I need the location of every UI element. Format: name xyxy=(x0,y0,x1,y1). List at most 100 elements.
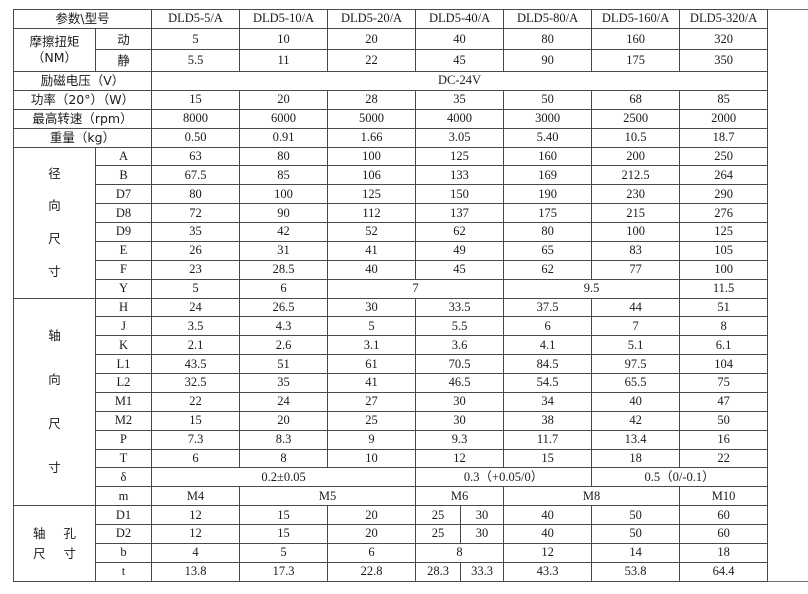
radial-D7-value-5: 190 xyxy=(503,184,593,205)
radial-D7-value-2: 100 xyxy=(239,184,329,205)
radial-F-value-5: 62 xyxy=(503,259,593,280)
axial-J-value-1: 3.5 xyxy=(150,316,241,337)
radial-B-value-2: 85 xyxy=(239,165,329,186)
bore-b-value-3: 6 xyxy=(327,542,417,563)
axial-M1-value-7: 47 xyxy=(679,391,769,412)
weight-value-4: 3.05 xyxy=(415,127,505,148)
torque-dynamic-value-6: 160 xyxy=(591,27,681,51)
table-body: 参数\型号 DLD5-5/A DLD5-10/A DLD5-20/A DLD5-40/A… xyxy=(13,9,808,583)
axial-K-value-2: 2.6 xyxy=(239,335,329,356)
bore-group-label-char-4: 寸 xyxy=(63,545,77,561)
axial-P-value-2: 8.3 xyxy=(239,429,329,450)
bore-b-value-1: 4 xyxy=(150,542,241,563)
bore-b-value-2: 5 xyxy=(239,542,329,563)
radial-D9-value-2: 42 xyxy=(239,222,329,242)
axial-L1-value-4: 70.5 xyxy=(415,354,505,374)
radial-A-value-6: 200 xyxy=(591,146,681,167)
torque-static-row: 静 5.5 11 22 45 90 175 350 xyxy=(14,49,808,72)
torque-label: 摩擦扭矩 （NM） xyxy=(13,27,96,73)
axial-label-T: T xyxy=(95,448,152,469)
bore-row-D2: D2 12 15 20 25 30 40 50 60 xyxy=(14,524,808,544)
bore-group-label-char-1: 轴 xyxy=(32,526,46,542)
radial-A-value-3: 100 xyxy=(327,146,417,167)
weight-value-6: 10.5 xyxy=(591,127,681,148)
bore-group-label-char-3: 尺 xyxy=(32,545,46,561)
torque-dynamic-value-3: 20 xyxy=(327,27,417,51)
radial-Y-value-2: 6 xyxy=(239,278,329,299)
radial-A-value-7: 250 xyxy=(679,146,769,167)
axial-row-K: K 2.1 2.6 3.1 3.6 4.1 5.1 6.1 xyxy=(14,335,808,356)
axial-row-delta: δ 0.2±0.05 0.3（+0.05/0） 0.5（0/-0.1） xyxy=(14,467,808,488)
radial-B-value-7: 264 xyxy=(679,165,769,186)
axial-m-value-3: M6 xyxy=(415,486,505,507)
axial-L2-value-3: 41 xyxy=(327,373,417,393)
bore-D1-value-5: 30 xyxy=(460,505,505,525)
bore-D1-value-7: 50 xyxy=(591,505,681,525)
radial-label-B: B xyxy=(95,165,152,186)
bore-D2-value-6: 40 xyxy=(503,524,593,544)
radial-label-Y: Y xyxy=(95,278,152,299)
bore-t-value-8: 64.4 xyxy=(679,561,769,583)
speed-row: 最高转速（rpm） 8000 6000 5000 4000 3000 2500 2000 xyxy=(13,108,808,129)
axial-L1-value-6: 97.5 xyxy=(591,354,681,374)
radial-D7-value-4: 150 xyxy=(415,184,505,205)
bore-b-value-4: 8 xyxy=(415,542,505,563)
radial-D9-value-6: 100 xyxy=(591,222,681,242)
axial-H-value-6: 44 xyxy=(591,297,681,318)
radial-D7-value-1: 80 xyxy=(150,184,241,205)
radial-Y-value-3: 7 xyxy=(327,278,505,299)
bore-D2-value-4: 25 xyxy=(415,524,462,544)
axial-group-label-char-4: 寸 xyxy=(48,460,61,475)
bore-t-value-3: 22.8 xyxy=(327,561,417,583)
torque-static-value-7: 350 xyxy=(679,49,769,72)
radial-E-value-4: 49 xyxy=(415,240,505,261)
torque-static-value-2: 11 xyxy=(239,49,329,72)
radial-Y-value-5: 11.5 xyxy=(679,278,769,299)
speed-value-2: 6000 xyxy=(239,108,329,129)
power-value-3: 28 xyxy=(327,89,417,110)
radial-A-value-4: 125 xyxy=(415,146,505,167)
radial-Y-value-1: 5 xyxy=(150,278,241,299)
axial-M2-value-2: 20 xyxy=(239,410,329,431)
axial-L2-value-6: 65.5 xyxy=(591,373,681,393)
radial-label-F: F xyxy=(95,259,152,280)
speed-value-5: 3000 xyxy=(503,108,593,129)
axial-row-J: J 3.5 4.3 5 5.5 6 7 8 xyxy=(14,316,808,337)
speed-value-1: 8000 xyxy=(150,108,241,129)
radial-D8-value-3: 112 xyxy=(327,203,417,223)
axial-J-value-5: 6 xyxy=(503,316,593,337)
bore-label-D1: D1 xyxy=(95,505,152,525)
torque-static-value-4: 45 xyxy=(415,49,505,72)
axial-label-M1: M1 xyxy=(95,391,152,412)
axial-H-value-3: 30 xyxy=(327,297,417,318)
radial-group-label-char-2: 向 xyxy=(48,198,61,214)
torque-dynamic-value-5: 80 xyxy=(503,27,593,51)
axial-label-m: m xyxy=(95,486,152,507)
radial-F-value-2: 28.5 xyxy=(239,259,329,280)
axial-K-value-1: 2.1 xyxy=(150,335,241,356)
radial-D9-value-1: 35 xyxy=(150,222,241,242)
axial-T-value-3: 10 xyxy=(327,448,417,469)
axial-L2-value-1: 32.5 xyxy=(150,373,241,393)
speed-value-7: 2000 xyxy=(679,108,769,129)
radial-D9-value-4: 62 xyxy=(415,222,505,242)
axial-L1-value-5: 84.5 xyxy=(503,354,593,374)
axial-H-value-2: 26.5 xyxy=(239,297,329,318)
voltage-value: DC-24V xyxy=(150,71,769,91)
bore-t-value-6: 43.3 xyxy=(503,561,593,583)
radial-row-E: E 26 31 41 49 65 83 105 xyxy=(14,240,808,261)
axial-J-value-3: 5 xyxy=(327,316,417,337)
bore-D2-value-1: 12 xyxy=(150,524,241,544)
axial-P-value-5: 11.7 xyxy=(503,429,593,450)
torque-label-line1: 摩擦扭矩 xyxy=(29,34,80,50)
axial-M1-value-3: 27 xyxy=(327,391,417,412)
bore-group-label-char-2: 孔 xyxy=(63,526,77,542)
axial-L1-value-7: 104 xyxy=(679,354,769,374)
axial-T-value-5: 15 xyxy=(503,448,593,469)
axial-M1-value-2: 24 xyxy=(239,391,329,412)
axial-row-L1: L1 43.5 51 61 70.5 84.5 97.5 104 xyxy=(14,354,808,374)
model-header-1: DLD5-5/A xyxy=(150,9,241,29)
bore-label-D2: D2 xyxy=(95,524,152,544)
radial-label-D8: D8 xyxy=(95,203,152,223)
